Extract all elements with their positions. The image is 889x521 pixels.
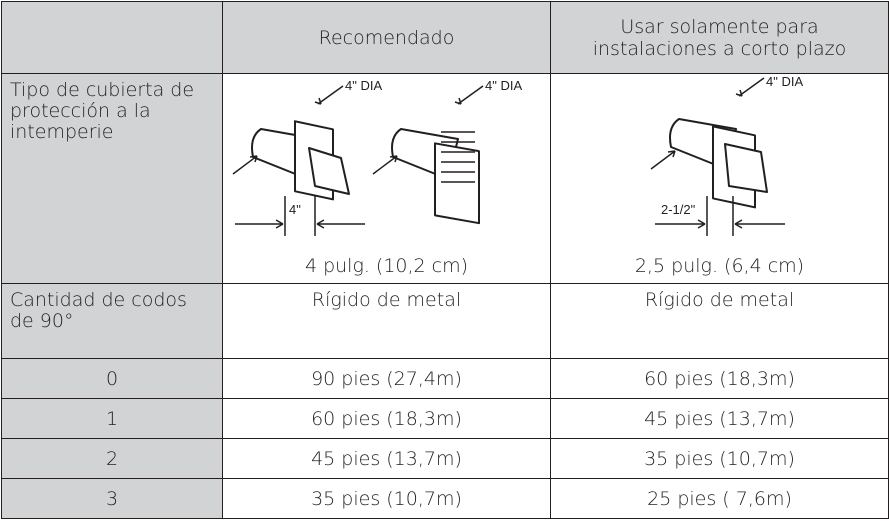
elbow-count: 3	[1, 478, 223, 519]
callout: 4" DIA	[345, 78, 382, 93]
cell: Rígido de metal	[550, 283, 889, 359]
distance-row: 3 35 pies (10,7m) 25 pies ( 7,6m)	[1, 478, 889, 519]
distance-row: 0 90 pies (27,4m) 60 pies (18,3m)	[1, 358, 889, 399]
vent-cell: 4" DIA 4" DIA 4" 4 pulg. (10,2 cm)	[222, 73, 551, 284]
elbow-count: 0	[1, 358, 223, 399]
elbow-count: 2	[1, 438, 223, 479]
callout: 4"	[289, 202, 301, 217]
corner-cell	[1, 1, 223, 74]
cell: Rígido de metal	[222, 283, 551, 359]
distance-cell: 45 pies (13,7m)	[550, 398, 889, 439]
callout: 2-1/2"	[661, 202, 696, 217]
callout: 4" DIA	[766, 74, 803, 89]
row-label: Cantidad de codos de 90°	[1, 283, 223, 359]
distance-cell: 35 pies (10,7m)	[550, 438, 889, 479]
vent-row: Tipo de cubierta de protección a la inte…	[1, 73, 889, 284]
elbow-count: 1	[1, 398, 223, 439]
vent-illustration: 4" DIA 4" DIA 4"	[232, 78, 522, 236]
callout: 4" DIA	[485, 78, 522, 93]
caption: 4 pulg. (10,2 cm)	[304, 255, 469, 277]
header-row: Recomendado Usar solamente para instalac…	[1, 1, 889, 74]
row-label: Tipo de cubierta de protección a la inte…	[1, 73, 223, 284]
elbow-row: Cantidad de codos de 90° Rígido de metal…	[1, 283, 889, 359]
distance-cell: 60 pies (18,3m)	[222, 398, 551, 439]
header-cell: Usar solamente para instalaciones a cort…	[550, 1, 889, 74]
caption: 2,5 pulg. (6,4 cm)	[634, 255, 805, 277]
header-cell: Recomendado	[222, 1, 551, 74]
distance-cell: 25 pies ( 7,6m)	[550, 478, 889, 519]
distance-row: 1 60 pies (18,3m) 45 pies (13,7m)	[1, 398, 889, 439]
vent-cell: 4" DIA 2-1/2" 2,5 pulg. (6,4 cm)	[550, 73, 889, 284]
distance-cell: 60 pies (18,3m)	[550, 358, 889, 399]
distance-row: 2 45 pies (13,7m) 35 pies (10,7m)	[1, 438, 889, 479]
vent-illustration: 4" DIA 2-1/2"	[650, 74, 803, 236]
distance-cell: 45 pies (13,7m)	[222, 438, 551, 479]
distance-cell: 90 pies (27,4m)	[222, 358, 551, 399]
distance-cell: 35 pies (10,7m)	[222, 478, 551, 519]
